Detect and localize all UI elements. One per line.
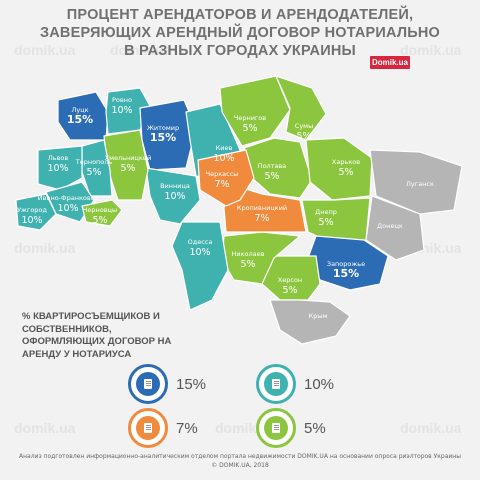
city-label: Черкассы [206, 170, 239, 178]
city-label: Львов [48, 154, 69, 162]
city-label: Полтава [258, 162, 287, 170]
region-value: 7% [254, 213, 269, 224]
city-label: Ужгород [17, 206, 47, 214]
city-label: Винница [160, 182, 190, 190]
city-label: Хмельницкий [105, 154, 152, 162]
city-label: Николаев [232, 250, 265, 258]
region-16 [197, 149, 255, 207]
region-value: 5% [240, 259, 255, 270]
watermark: domik.ua [14, 240, 76, 256]
region-23 [81, 199, 123, 227]
region-value: 10% [47, 163, 68, 174]
region-value: 5% [242, 123, 257, 134]
certificate-icon [264, 416, 288, 440]
region-value: 5% [120, 163, 135, 174]
brand-logo: Domik.ua [370, 56, 410, 69]
city-label: Кропивницкий [237, 204, 287, 212]
legend-item: 7% [128, 408, 198, 448]
legend-value: 10% [304, 375, 335, 393]
document-icon [136, 416, 160, 440]
region-value: 15% [333, 267, 359, 280]
region-value: 5% [338, 167, 353, 178]
watermark: domik.ua [14, 420, 76, 436]
city-label: Чернигов [234, 114, 266, 122]
region-20 [37, 145, 83, 191]
city-label: Тернополь [75, 158, 113, 166]
region-6 [243, 137, 313, 199]
region-value: 10% [21, 215, 42, 226]
region-value: 15% [67, 113, 93, 126]
city-label: Запорожье [327, 260, 365, 268]
city-label: Черновцы [83, 206, 117, 214]
region-value: 10% [57, 203, 78, 214]
region-value: 10% [213, 153, 234, 164]
legend-value: 15% [176, 375, 207, 393]
legend-item: 15% [128, 364, 206, 404]
watermark: domik.ua [400, 420, 462, 436]
legend-item: 10% [256, 364, 334, 404]
region-8 [369, 149, 463, 215]
legend-value: 7% [176, 419, 198, 437]
page-title: ПРОЦЕНТ АРЕНДАТОРОВ И АРЕНДОДАТЕЛЕЙ, ЗАВ… [39, 7, 441, 59]
legend-item: 5% [256, 408, 326, 448]
region-value: 7% [214, 179, 229, 190]
city-label: Ивано-Франковск [38, 194, 99, 202]
city-label: Киев [216, 144, 233, 152]
region-15 [223, 183, 307, 233]
region-value: 10% [164, 191, 185, 202]
city-label: Луганск [406, 180, 434, 188]
city-label: Луцк [71, 106, 88, 114]
city-label: Донецк [377, 222, 403, 230]
watermark: domik.ua [400, 42, 462, 58]
region-value: 5% [264, 171, 279, 182]
city-label: Харьков [332, 158, 360, 166]
region-value: 5% [282, 285, 297, 296]
region-value: 5% [86, 167, 101, 178]
region-14 [171, 221, 229, 311]
city-label: Житомир [147, 124, 179, 132]
city-label: Херсон [278, 276, 302, 284]
region-10 [301, 197, 371, 247]
legend-title: % КВАРТИРОСЪЕМЩИКОВ И СОБСТВЕННИКОВ, ОФО… [22, 311, 172, 360]
region-24 [269, 299, 351, 345]
city-label: Ровно [112, 96, 132, 104]
legend-value: 5% [304, 419, 326, 437]
footer: Анализ подготовлен информационно-аналити… [19, 453, 461, 469]
gavel-icon [136, 372, 160, 396]
city-label: Одесса [188, 238, 213, 246]
region-value: 15% [150, 131, 176, 144]
city-label: Крым [309, 312, 328, 320]
region-value: 5% [296, 131, 311, 142]
region-17 [145, 167, 201, 225]
region-value: 10% [189, 247, 210, 258]
region-22 [15, 193, 57, 231]
region-value: 5% [92, 215, 107, 226]
watermark: domik.ua [110, 42, 172, 58]
region-value: 5% [318, 217, 333, 228]
watermark: domik.ua [14, 42, 76, 58]
city-label: Днепр [315, 208, 337, 216]
document-icon [264, 372, 288, 396]
region-value: 10% [111, 105, 132, 116]
region-7 [305, 137, 373, 201]
city-label: Сумы [295, 122, 313, 130]
